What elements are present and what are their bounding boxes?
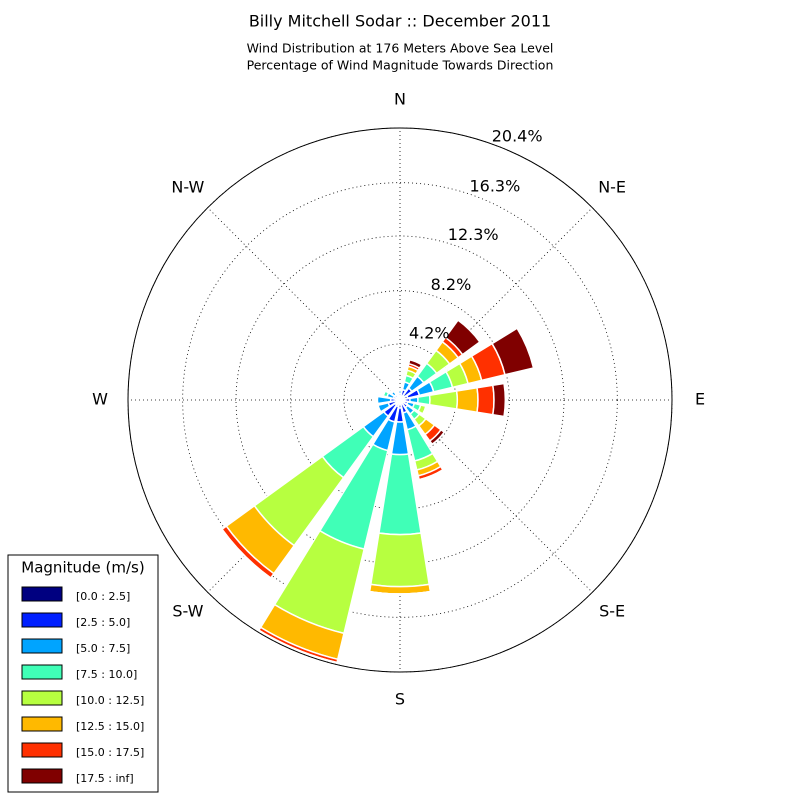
legend-label: [5.0 : 7.5] [76, 642, 130, 655]
legend-swatch [21, 612, 63, 628]
r-tick-label: 4.2% [409, 324, 450, 343]
r-tick-label: 16.3% [469, 176, 520, 195]
chart-subtitle: Percentage of Wind Magnitude Towards Dir… [247, 58, 554, 73]
polar-frame [127, 127, 673, 673]
direction-label: N [394, 90, 406, 109]
rose-segment [221, 528, 272, 579]
legend-swatch [21, 586, 63, 602]
grid-spoke [207, 207, 401, 401]
r-tick-label: 12.3% [448, 225, 499, 244]
grid-spoke [399, 207, 593, 401]
direction-label: S-E [599, 602, 625, 621]
legend-swatch [21, 638, 63, 654]
rose-segment [407, 358, 423, 370]
rose-segment [428, 428, 446, 446]
legend-label: [15.0 : 17.5] [76, 746, 144, 759]
rose-segment [491, 327, 535, 376]
direction-label: W [92, 390, 108, 409]
legend-swatch [21, 690, 63, 706]
rose-segment [375, 405, 381, 413]
r-tick-label: 8.2% [431, 275, 472, 294]
legend-swatch [21, 742, 63, 758]
legend-swatch [21, 664, 63, 680]
legend-label: [2.5 : 5.0] [76, 616, 130, 629]
legend-label: [17.5 : inf] [76, 772, 134, 785]
direction-label: N-E [598, 177, 626, 196]
rose-segment [455, 386, 479, 414]
rose-segment [476, 384, 495, 416]
legend-label: [10.0 : 12.5] [76, 694, 144, 707]
direction-label: S [395, 690, 405, 709]
grid-circle [182, 182, 618, 618]
rose-segment [369, 590, 431, 595]
rose-segment [423, 406, 428, 416]
legend-label: [7.5 : 10.0] [76, 668, 137, 681]
legend: Magnitude (m/s) [0.0 : 2.5] [2.5 : 5.0] [5.… [7, 554, 159, 793]
legend-swatch [21, 716, 63, 732]
rose-segment [416, 394, 431, 406]
r-tick-label: 20.4% [492, 126, 543, 145]
chart-title: Billy Mitchell Sodar :: December 2011 [249, 12, 551, 31]
chart-subtitle: Wind Distribution at 176 Meters Above Se… [247, 41, 554, 56]
rose-segment [491, 382, 507, 418]
rose-segment [369, 532, 431, 588]
legend-swatch [21, 768, 63, 784]
legend-label: [12.5 : 15.0] [76, 720, 144, 733]
direction-label: N-W [171, 177, 204, 196]
rose-segment [418, 469, 444, 481]
rose-segment [396, 392, 399, 395]
legend-label: [0.0 : 2.5] [76, 590, 130, 603]
rose-segment [444, 319, 481, 356]
grid-circle [290, 290, 510, 510]
direction-label: S-W [172, 602, 203, 621]
direction-label: E [695, 390, 705, 409]
legend-title: Magnitude (m/s) [21, 559, 144, 577]
grid-spoke [399, 399, 593, 593]
